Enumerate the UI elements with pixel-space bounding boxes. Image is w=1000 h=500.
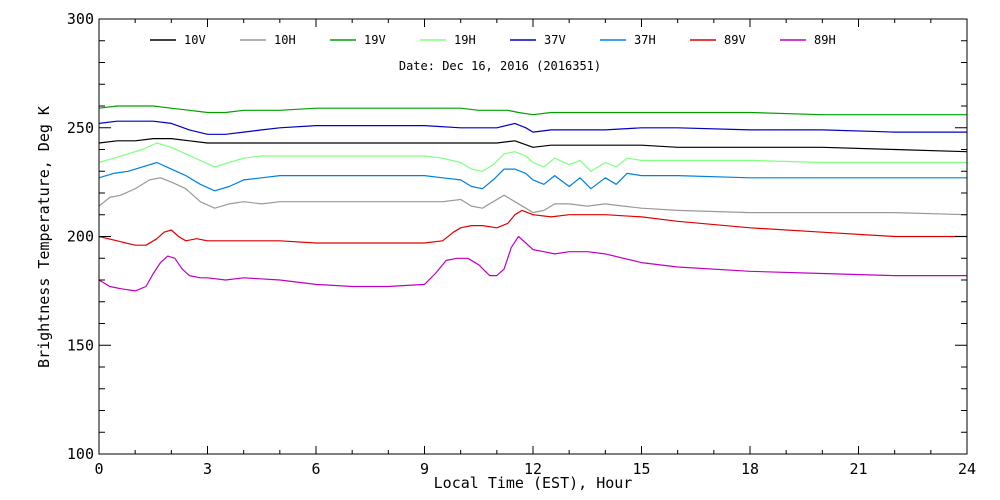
legend-label-19h: 19H: [454, 33, 476, 47]
series-line-10h: [98, 177, 968, 216]
legend-label-89h: 89H: [814, 33, 836, 47]
series-layer: [98, 105, 968, 292]
y-tick-label: 200: [67, 228, 94, 246]
x-tick-label: 24: [958, 460, 976, 478]
x-tick-label: 12: [524, 460, 542, 478]
series-line-89h: [98, 235, 967, 292]
plot-frame: [98, 18, 968, 455]
x-tick-label: 15: [632, 460, 650, 478]
x-tick-label: 6: [311, 460, 320, 478]
y-axis-title: Brightness Temperature, Deg K: [35, 106, 53, 368]
ticks-layer: 0 3 6 9 12 15 18 21 24 100 150 200 250 300: [67, 10, 976, 478]
legend-label-19v: 19V: [364, 33, 386, 47]
y-tick-label: 100: [67, 445, 94, 463]
series-line-37v: [98, 120, 967, 135]
series-line-89v: [98, 209, 967, 246]
series-line-19v: [98, 105, 967, 116]
series-line-19h: [98, 142, 967, 172]
x-tick-label: 3: [203, 460, 212, 478]
legend-label-89v: 89V: [724, 33, 746, 47]
date-annotation: Date: Dec 16, 2016 (2016351): [399, 59, 601, 73]
legend-label-37v: 37V: [544, 33, 566, 47]
legend-label-10v: 10V: [184, 33, 206, 47]
series-line-10v: [98, 138, 968, 153]
x-tick-label: 21: [849, 460, 867, 478]
x-tick-label: 9: [420, 460, 429, 478]
x-tick-label: 18: [741, 460, 759, 478]
x-axis-title: Local Time (EST), Hour: [434, 474, 633, 492]
legend-label-37h: 37H: [634, 33, 656, 47]
y-tick-label: 150: [67, 336, 94, 354]
legend-label-10h: 10H: [274, 33, 296, 47]
series-line-37h: [98, 161, 967, 192]
y-tick-label: 300: [67, 10, 94, 28]
y-tick-label: 250: [67, 119, 94, 137]
x-tick-label: 0: [94, 460, 103, 478]
legend: 10V 10H 19V 19H 37V 37H 89V 89H: [150, 33, 836, 47]
